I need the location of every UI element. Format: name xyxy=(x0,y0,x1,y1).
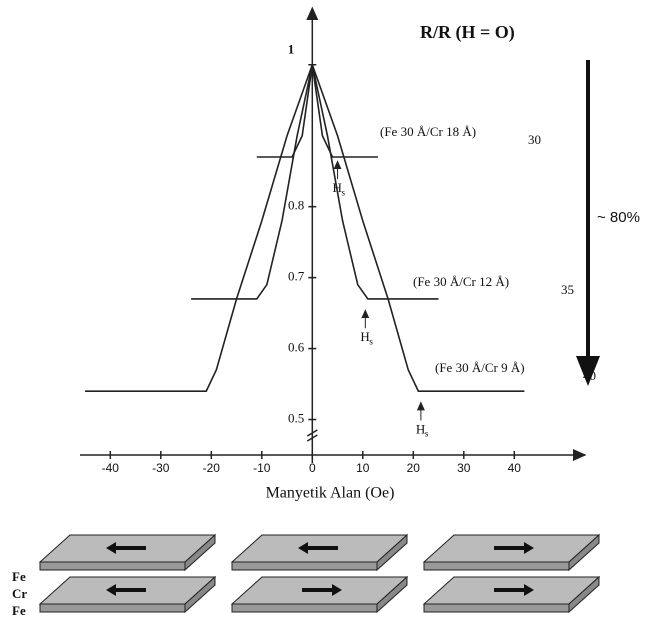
curve-label: (Fe 30 Å/Cr 12 Å) xyxy=(413,274,509,289)
layer-label: Cr xyxy=(12,586,27,601)
y-tick-label: 0.6 xyxy=(288,340,305,355)
reduction-label: ~ 80% xyxy=(597,209,640,226)
figure: R/R (H = O) Manyetik Alan (Oe) ~ 80% -40… xyxy=(0,0,657,626)
plate-front xyxy=(40,562,185,570)
x-tick-label: -40 xyxy=(102,461,120,475)
saturation-label-sub: s xyxy=(369,336,373,346)
saturation-label-sub: s xyxy=(342,187,346,197)
curve-label: (Fe 30 Å/Cr 18 Å) xyxy=(380,124,476,139)
plate-front xyxy=(232,604,377,612)
plate-front xyxy=(40,604,185,612)
curve-label: (Fe 30 Å/Cr 9 Å) xyxy=(435,360,525,375)
layer-label: Fe xyxy=(12,603,26,618)
y-tick-label: 0.5 xyxy=(288,411,304,426)
plate-front xyxy=(424,562,569,570)
saturation-label-sub: s xyxy=(425,428,429,438)
x-tick-label: -20 xyxy=(203,461,221,475)
y-axis-title: R/R (H = O) xyxy=(420,22,515,43)
page: R/R (H = O) Manyetik Alan (Oe) ~ 80% -40… xyxy=(0,0,657,626)
x-axis-title: Manyetik Alan (Oe) xyxy=(266,485,395,502)
curve-label-sub: 30 xyxy=(528,132,541,147)
saturation-label: H xyxy=(416,421,425,436)
x-tick-label: 0 xyxy=(309,461,316,475)
saturation-label: H xyxy=(333,180,342,195)
x-tick-label: -30 xyxy=(152,461,170,475)
saturation-label: H xyxy=(360,329,369,344)
layer-diagrams xyxy=(40,535,599,612)
x-tick-label: 10 xyxy=(356,461,370,475)
curve-label-sub: 40 xyxy=(583,368,596,383)
y-tick-label: 1 xyxy=(288,42,295,57)
x-tick-label: 30 xyxy=(457,461,471,475)
layer-label: Fe xyxy=(12,569,26,584)
y-tick-label: 0.8 xyxy=(288,198,304,213)
x-tick-label: 20 xyxy=(407,461,421,475)
curve xyxy=(191,65,438,299)
plate-front xyxy=(232,562,377,570)
x-tick-label: -10 xyxy=(253,461,271,475)
y-tick-label: 0.7 xyxy=(288,269,305,284)
x-tick-label: 40 xyxy=(508,461,522,475)
plate-front xyxy=(424,604,569,612)
curve-label-sub: 35 xyxy=(561,282,574,297)
